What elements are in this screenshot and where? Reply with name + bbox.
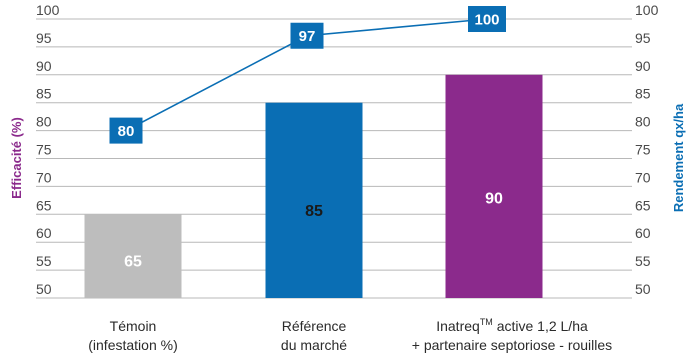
y-tick-label-right: 100 xyxy=(635,2,659,18)
y-tick-label-right: 50 xyxy=(635,281,651,297)
category-label: du marché xyxy=(281,337,347,353)
y-tick-label-left: 90 xyxy=(36,58,52,74)
bar-value-label: 90 xyxy=(485,191,503,208)
y-tick-label-left: 100 xyxy=(36,2,60,18)
category-label: + partenaire septoriose - rouilles xyxy=(412,337,612,353)
y-tick-label-right: 55 xyxy=(635,253,651,269)
category-label: Témoin xyxy=(110,318,157,334)
y-tick-label-right: 75 xyxy=(635,142,651,158)
y-tick-label-left: 70 xyxy=(36,169,52,185)
y-tick-label-left: 65 xyxy=(36,197,52,213)
point-value-label: 97 xyxy=(299,28,316,45)
y-tick-label-right: 90 xyxy=(635,58,651,74)
bar xyxy=(445,74,543,298)
y-tick-label-right: 95 xyxy=(635,30,651,46)
category-label: (infestation %) xyxy=(88,337,177,353)
y-axis-title-right: Rendement qx/ha xyxy=(671,103,686,212)
bar-value-label: 65 xyxy=(124,253,142,270)
category-label: InatreqTM active 1,2 L/ha xyxy=(436,317,588,334)
y-tick-label-right: 70 xyxy=(635,169,651,185)
y-tick-label-right: 80 xyxy=(635,114,651,130)
y-tick-label-left: 50 xyxy=(36,281,52,297)
y-tick-label-left: 85 xyxy=(36,86,52,102)
y-tick-label-left: 55 xyxy=(36,253,52,269)
bar xyxy=(265,102,363,298)
point-value-label: 100 xyxy=(474,12,499,29)
y-axis-title-left: Efficacité (%) xyxy=(9,117,24,199)
category-label: Référence xyxy=(282,318,347,334)
y-tick-label-left: 60 xyxy=(36,225,52,241)
y-tick-label-right: 85 xyxy=(635,86,651,102)
y-tick-label-left: 75 xyxy=(36,142,52,158)
point-value-label: 80 xyxy=(118,123,135,140)
point-marker xyxy=(290,22,324,49)
bar-value-label: 85 xyxy=(305,203,323,220)
y-tick-label-right: 60 xyxy=(635,225,651,241)
y-tick-label-right: 65 xyxy=(635,197,651,213)
y-tick-label-left: 95 xyxy=(36,30,52,46)
point-marker xyxy=(109,117,143,144)
point-marker xyxy=(468,6,506,32)
bar xyxy=(84,214,182,298)
y-tick-label-left: 80 xyxy=(36,114,52,130)
